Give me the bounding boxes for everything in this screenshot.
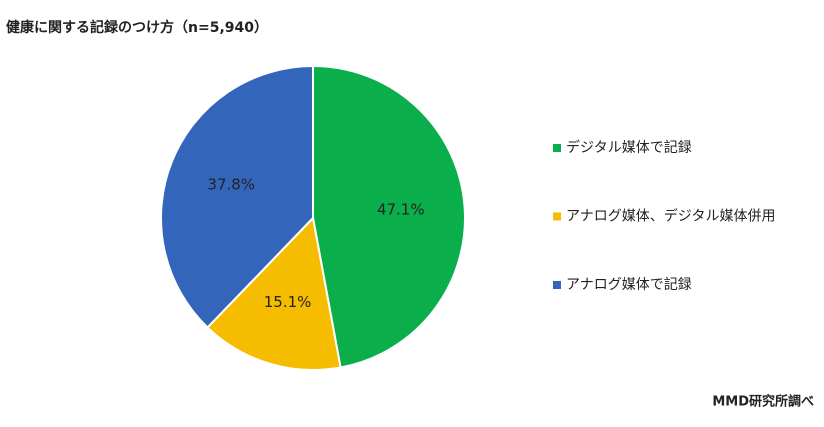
legend-label: アナログ媒体、デジタル媒体併用 <box>566 208 775 225</box>
data-label: 37.8% <box>207 176 255 194</box>
pie-slice <box>312 64 466 369</box>
pie-slice <box>206 215 342 371</box>
source-note: MMD研究所調べ <box>712 394 814 410</box>
legend-swatch <box>553 144 561 152</box>
legend-label: アナログ媒体で記録 <box>566 276 692 293</box>
pie-slice <box>160 64 314 329</box>
legend-swatch <box>553 212 561 221</box>
data-label: 47.1% <box>377 200 425 218</box>
chart-title: 健康に関する記録のつけ方（n=5,940） <box>6 19 268 36</box>
legend-swatch <box>553 281 561 289</box>
legend-label: デジタル媒体で記録 <box>566 139 692 156</box>
data-label: 15.1% <box>264 293 312 311</box>
